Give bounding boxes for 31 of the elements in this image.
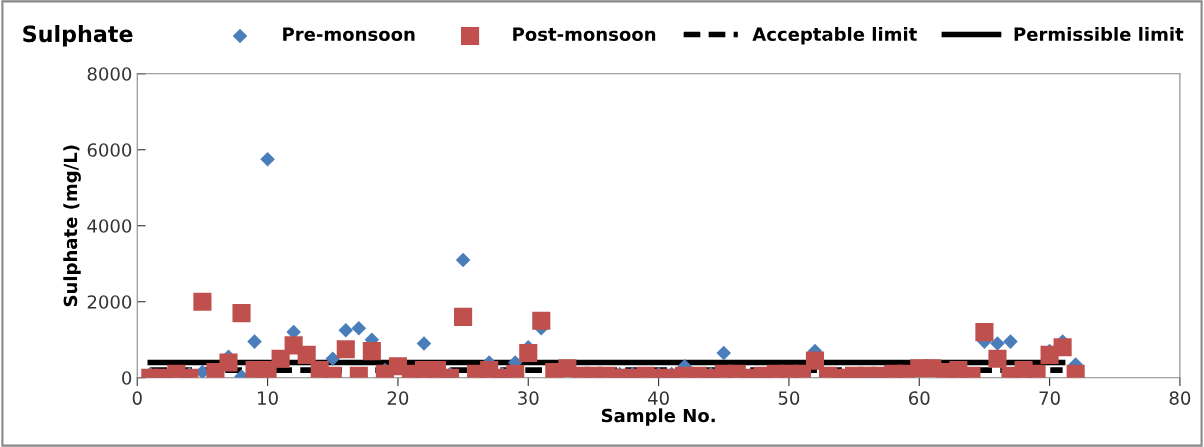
point — [716, 345, 732, 361]
x-axis-title: Sample No. — [601, 408, 715, 426]
point — [260, 151, 275, 167]
y-tick-label: 2000 — [87, 295, 132, 309]
x-tick-label: 50 — [778, 391, 800, 405]
point — [1003, 334, 1018, 349]
y-tick-label: 4000 — [87, 219, 132, 233]
x-tick-label: 20 — [387, 391, 409, 405]
y-axis-title: Sulphate (mg/L) — [63, 145, 81, 307]
point — [455, 252, 471, 268]
point — [351, 321, 367, 336]
legend-label: Acceptable limit — [752, 27, 917, 45]
point — [990, 336, 1005, 351]
point — [338, 322, 354, 338]
legend-label: Post-monsoon — [513, 27, 656, 41]
point — [416, 336, 432, 351]
x-tick-label: 40 — [647, 391, 669, 405]
legend-label: Pre-monsoon — [283, 27, 415, 41]
y-tick-label: 8000 — [87, 67, 132, 81]
x-tick-label: 0 — [132, 391, 142, 405]
y-tick-label: 6000 — [87, 143, 132, 157]
x-tick-label: 60 — [909, 391, 930, 405]
x-tick-label: 70 — [1039, 391, 1060, 405]
point — [247, 334, 262, 349]
legend-label: Permissible limit — [1014, 27, 1184, 41]
x-tick-label: 10 — [258, 391, 278, 405]
y-tick-label: 0 — [122, 371, 132, 385]
x-tick-label: 80 — [1169, 391, 1191, 405]
chart-title: Sulphate — [23, 25, 133, 47]
x-tick-label: 30 — [518, 391, 539, 405]
point — [325, 351, 341, 366]
